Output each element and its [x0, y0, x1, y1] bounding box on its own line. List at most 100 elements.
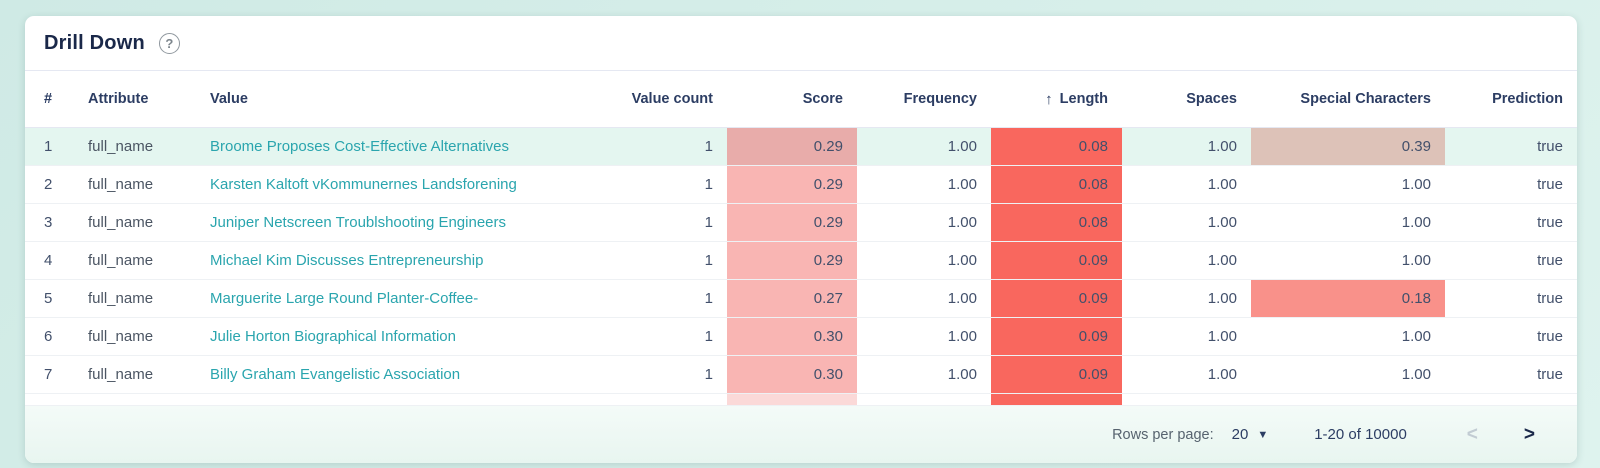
cell-score: 0.29	[727, 166, 857, 203]
table-row[interactable]: 5 full_name Marguerite Large Round Plant…	[25, 280, 1577, 318]
cell-length: 0.09	[991, 242, 1122, 279]
column-header-spaces[interactable]: Spaces	[1186, 91, 1237, 107]
value-link[interactable]: Juniper Netscreen Troublshooting Enginee…	[210, 214, 507, 231]
cell-spaces: 1.00	[1207, 138, 1237, 155]
cell-score: 0.29	[727, 204, 857, 241]
cell-attribute: full_name	[88, 366, 154, 383]
cell-value: Juniper Netscreen Troublshooting Enginee…	[210, 204, 588, 241]
table-row[interactable]: 7 full_name Billy Graham Evangelistic As…	[25, 356, 1577, 394]
cell-value: Broome Proposes Cost-Effective Alternati…	[210, 128, 588, 165]
cell-special-characters: 0.39	[1251, 128, 1445, 165]
rows-per-page-select[interactable]: 20 ▼	[1232, 426, 1269, 443]
value-link[interactable]: Michael Kim Discusses Entrepreneurship	[210, 252, 484, 269]
cell-value-count: 1	[704, 214, 713, 231]
cell-special-characters: 1.00	[1401, 214, 1431, 231]
cell-prediction: true	[1537, 214, 1563, 231]
cell-prediction: true	[1537, 138, 1563, 155]
cell-spaces: 1.00	[1207, 290, 1237, 307]
cell-special-characters: 1.00	[1401, 366, 1431, 383]
cell-special-characters: 0.18	[1251, 280, 1445, 317]
value-link[interactable]: Billy Graham Evangelistic Association	[210, 366, 461, 383]
cell-attribute: full_name	[88, 214, 154, 231]
cell-prediction: true	[1537, 176, 1563, 193]
cell-spaces: 1.00	[1207, 176, 1237, 193]
column-header-frequency[interactable]: Frequency	[903, 91, 977, 107]
cell-frequency: 1.00	[947, 366, 977, 383]
table-footer: Rows per page: 20 ▼ 1-20 of 10000 < >	[25, 405, 1577, 463]
column-header-prediction[interactable]: Prediction	[1492, 91, 1563, 107]
column-header-value-count[interactable]: Value count	[631, 91, 713, 107]
cell-attribute: full_name	[88, 290, 154, 307]
value-link[interactable]: Julie Horton Biographical Information	[210, 328, 456, 345]
cell-prediction: true	[1537, 252, 1563, 269]
cell-score: 0.29	[727, 128, 857, 165]
cell-value: Karsten Kaltoft vKommunernes Landsforeni…	[210, 166, 588, 203]
cell-spaces: 1.00	[1207, 328, 1237, 345]
rows-per-page-value: 20	[1231, 426, 1249, 443]
cell-frequency: 1.00	[947, 214, 977, 231]
value-link[interactable]: Broome Proposes Cost-Effective Alternati…	[210, 138, 510, 155]
drill-down-card: Drill Down ? # Attribute Value Value cou…	[25, 16, 1577, 463]
column-header-index[interactable]: #	[44, 91, 53, 107]
cell-score: 0.27	[727, 280, 857, 317]
cell-length: 0.08	[991, 166, 1122, 203]
table-row[interactable]: 1 full_name Broome Proposes Cost-Effecti…	[25, 128, 1577, 166]
cell-spaces: 1.00	[1207, 252, 1237, 269]
sort-ascending-icon: ↑	[1045, 90, 1053, 108]
rows-per-page-label: Rows per page:	[1112, 426, 1214, 443]
previous-page-button[interactable]: <	[1459, 421, 1486, 448]
cell-special-characters: 1.00	[1401, 328, 1431, 345]
cell-index: 6	[44, 328, 53, 345]
cell-frequency: 1.00	[947, 176, 977, 193]
column-header-value[interactable]: Value	[210, 91, 248, 107]
cell-attribute: full_name	[88, 176, 154, 193]
cell-index: 1	[44, 138, 53, 155]
cell-value: Marguerite Large Round Planter-Coffee-	[210, 280, 588, 317]
table-row[interactable]: 2 full_name Karsten Kaltoft vKommunernes…	[25, 166, 1577, 204]
table-row[interactable]: 4 full_name Michael Kim Discusses Entrep…	[25, 242, 1577, 280]
cell-length	[991, 394, 1122, 405]
next-page-button[interactable]: >	[1516, 421, 1543, 448]
title-divider	[25, 70, 1577, 71]
column-header-special-characters[interactable]: Special Characters	[1300, 91, 1431, 107]
cell-prediction: true	[1537, 366, 1563, 383]
value-link[interactable]: Karsten Kaltoft vKommunernes Landsforeni…	[210, 176, 517, 193]
cell-value: Billy Graham Evangelistic Association	[210, 356, 588, 393]
table-row[interactable]: 6 full_name Julie Horton Biographical In…	[25, 318, 1577, 356]
cell-length: 0.09	[991, 356, 1122, 393]
help-icon[interactable]: ?	[158, 32, 180, 54]
cell-frequency: 1.00	[947, 138, 977, 155]
cell-attribute: full_name	[88, 252, 154, 269]
cell-score: 0.30	[727, 356, 857, 393]
cell-value-count: 1	[704, 290, 713, 307]
cell-value-count: 1	[704, 252, 713, 269]
cell-attribute: full_name	[88, 138, 154, 155]
card-titlebar: Drill Down ?	[25, 16, 1577, 70]
cell-length: 0.08	[991, 204, 1122, 241]
cell-index: 4	[44, 252, 53, 269]
cell-value-count: 1	[704, 366, 713, 383]
cell-spaces: 1.00	[1207, 366, 1237, 383]
cell-frequency: 1.00	[947, 290, 977, 307]
cell-score	[727, 394, 857, 405]
value-link[interactable]: Marguerite Large Round Planter-Coffee-	[210, 290, 479, 307]
column-header-score[interactable]: Score	[802, 91, 843, 107]
cell-value-count: 1	[704, 138, 713, 155]
column-header-attribute[interactable]: Attribute	[88, 91, 149, 107]
cell-index: 3	[44, 214, 53, 231]
table-row[interactable]: 3 full_name Juniper Netscreen Troublshoo…	[25, 204, 1577, 242]
cell-index: 2	[44, 176, 53, 193]
cell-value-count: 1	[704, 328, 713, 345]
column-header-length[interactable]: ↑ Length	[991, 71, 1122, 127]
cell-spaces: 1.00	[1207, 214, 1237, 231]
cell-length: 0.09	[991, 318, 1122, 355]
cell-value-count: 1	[704, 176, 713, 193]
cell-special-characters: 1.00	[1401, 252, 1431, 269]
cell-frequency: 1.00	[947, 252, 977, 269]
table-header-row: # Attribute Value Value count Score Freq…	[25, 71, 1577, 128]
cell-prediction: true	[1537, 290, 1563, 307]
cell-index: 7	[44, 366, 53, 383]
cell-score: 0.29	[727, 242, 857, 279]
page-title: Drill Down	[44, 31, 145, 54]
cell-length: 0.08	[991, 128, 1122, 165]
